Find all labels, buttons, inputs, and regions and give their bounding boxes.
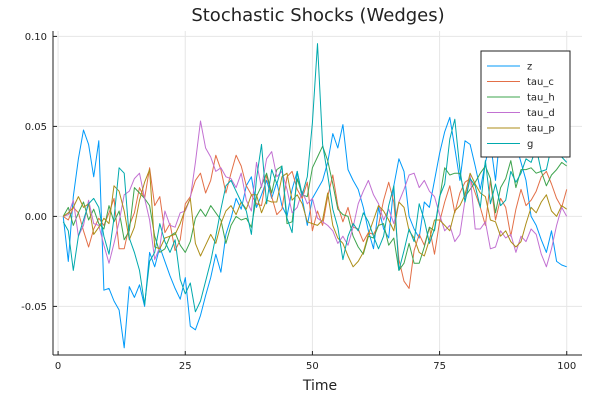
chart-title: Stochastic Shocks (Wedges) xyxy=(191,5,444,26)
series-line-tau-d xyxy=(63,120,568,268)
legend-label-tau-h: tau_h xyxy=(527,93,555,104)
series-lines xyxy=(62,43,568,349)
y-tick-label: 0.05 xyxy=(25,122,47,133)
axes xyxy=(52,31,582,356)
series-line-tau-h xyxy=(62,145,567,271)
y-tick-label: 0.00 xyxy=(25,212,47,223)
legend: z tau_c tau_h tau_d tau_pg xyxy=(480,50,571,158)
tick-labels: 0 25 50 75 100 -0.05 0.00 0.05 0.10 xyxy=(21,32,576,372)
legend-label-tau-d: tau_d xyxy=(527,108,555,119)
x-tick-label: 50 xyxy=(306,361,319,372)
y-tick-label: -0.05 xyxy=(21,302,47,313)
grid xyxy=(53,31,582,355)
legend-label-tau-p: tau_p xyxy=(527,124,555,135)
x-tick-label: 100 xyxy=(557,361,576,372)
legend-label-g: g xyxy=(527,139,533,150)
x-tick-label: 75 xyxy=(433,361,446,372)
legend-label-z: z xyxy=(527,62,532,73)
x-tick-label: 25 xyxy=(179,361,192,372)
series-line-tau-c xyxy=(62,154,568,289)
x-tick-label: 0 xyxy=(55,361,61,372)
legend-label-tau-c: tau_c xyxy=(527,77,554,88)
series-line-tau-p xyxy=(62,169,567,268)
y-tick-label: 0.10 xyxy=(25,32,47,43)
series-line-g xyxy=(62,43,568,313)
x-axis-label: Time xyxy=(302,378,337,394)
legend-box xyxy=(480,50,571,158)
